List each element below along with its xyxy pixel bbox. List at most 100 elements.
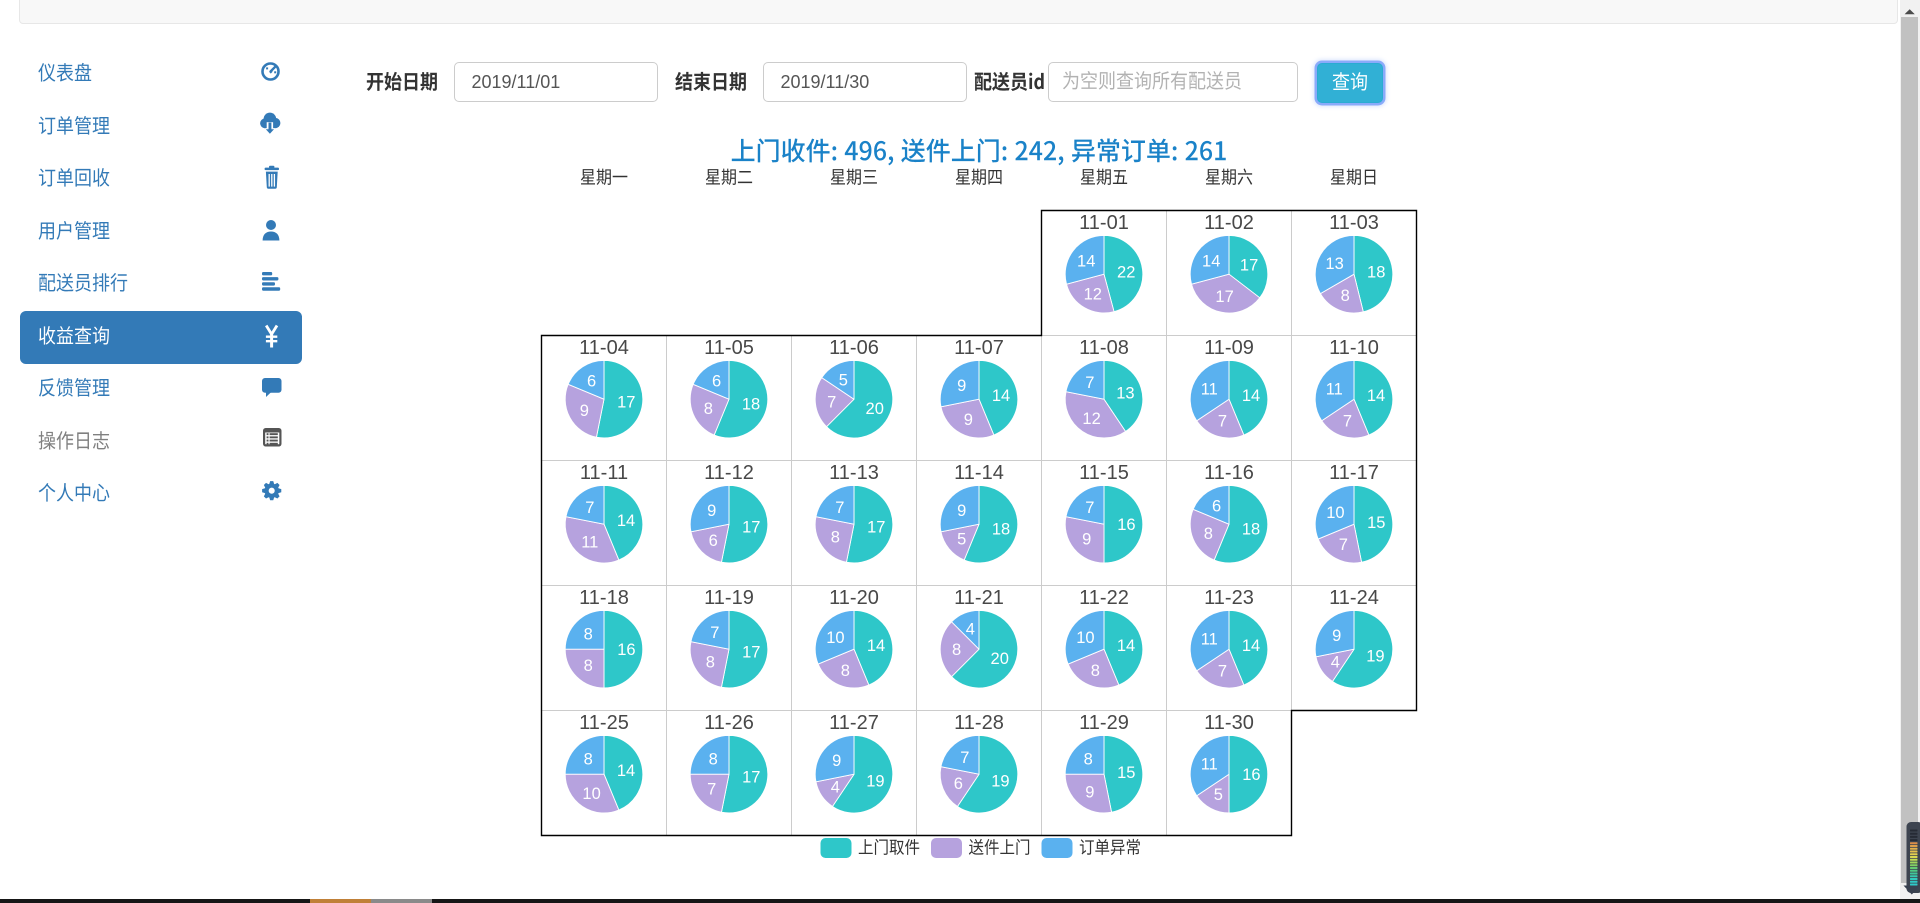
svg-text:8: 8 xyxy=(709,750,718,768)
svg-text:14: 14 xyxy=(617,512,635,530)
svg-text:11-11: 11-11 xyxy=(580,462,628,484)
svg-text:17: 17 xyxy=(742,768,760,786)
svg-text:6: 6 xyxy=(1212,498,1221,516)
svg-text:7: 7 xyxy=(827,393,836,411)
svg-text:6: 6 xyxy=(954,775,963,793)
svg-text:8: 8 xyxy=(841,662,850,680)
svg-text:12: 12 xyxy=(1082,410,1100,428)
svg-text:11-02: 11-02 xyxy=(1204,212,1254,234)
svg-text:6: 6 xyxy=(587,373,596,391)
svg-text:11: 11 xyxy=(1201,756,1218,774)
svg-text:11-25: 11-25 xyxy=(579,712,629,734)
svg-text:17: 17 xyxy=(617,393,635,411)
svg-text:8: 8 xyxy=(1204,525,1213,543)
svg-text:11: 11 xyxy=(1326,381,1343,399)
svg-text:7: 7 xyxy=(707,780,716,798)
svg-text:13: 13 xyxy=(1325,255,1343,273)
svg-text:15: 15 xyxy=(1367,514,1385,532)
svg-text:7: 7 xyxy=(835,499,844,517)
svg-text:10: 10 xyxy=(1326,504,1344,522)
svg-text:15: 15 xyxy=(1117,764,1135,782)
svg-text:14: 14 xyxy=(1077,253,1095,271)
svg-text:14: 14 xyxy=(1202,253,1220,271)
svg-text:17: 17 xyxy=(1215,288,1233,306)
svg-text:7: 7 xyxy=(710,624,719,642)
svg-text:9: 9 xyxy=(1085,784,1094,802)
svg-text:5: 5 xyxy=(1214,786,1223,804)
svg-text:11-22: 11-22 xyxy=(1079,587,1129,609)
svg-text:17: 17 xyxy=(742,518,760,536)
svg-text:11-23: 11-23 xyxy=(1204,587,1254,609)
svg-text:11-12: 11-12 xyxy=(704,462,754,484)
svg-text:14: 14 xyxy=(1242,637,1260,655)
svg-text:14: 14 xyxy=(1117,637,1135,655)
svg-text:11-06: 11-06 xyxy=(829,337,879,359)
svg-text:14: 14 xyxy=(867,637,885,655)
svg-text:5: 5 xyxy=(957,530,966,548)
svg-text:17: 17 xyxy=(1240,256,1258,274)
svg-text:6: 6 xyxy=(712,373,721,391)
svg-text:8: 8 xyxy=(704,400,713,418)
svg-text:11-16: 11-16 xyxy=(1204,462,1254,484)
svg-text:17: 17 xyxy=(742,643,760,661)
svg-text:11: 11 xyxy=(1201,631,1218,649)
svg-text:8: 8 xyxy=(584,657,593,675)
svg-text:4: 4 xyxy=(966,621,975,639)
svg-text:14: 14 xyxy=(1242,387,1260,405)
svg-text:14: 14 xyxy=(1367,387,1385,405)
svg-text:7: 7 xyxy=(1218,413,1227,431)
svg-text:7: 7 xyxy=(1343,413,1352,431)
svg-text:19: 19 xyxy=(866,773,884,791)
svg-text:10: 10 xyxy=(1076,629,1094,647)
svg-text:11-07: 11-07 xyxy=(954,337,1004,359)
svg-text:6: 6 xyxy=(709,532,718,550)
svg-text:11-27: 11-27 xyxy=(829,712,879,734)
svg-text:11-19: 11-19 xyxy=(704,587,754,609)
svg-text:17: 17 xyxy=(867,518,885,536)
svg-text:20: 20 xyxy=(866,400,884,418)
svg-text:8: 8 xyxy=(1091,662,1100,680)
svg-text:7: 7 xyxy=(1339,536,1348,554)
svg-text:10: 10 xyxy=(582,785,600,803)
svg-text:8: 8 xyxy=(706,654,715,672)
svg-text:9: 9 xyxy=(957,377,966,395)
svg-text:11-14: 11-14 xyxy=(954,462,1004,484)
svg-text:11-20: 11-20 xyxy=(829,587,879,609)
svg-text:16: 16 xyxy=(1242,766,1260,784)
svg-text:11: 11 xyxy=(581,534,598,552)
svg-text:7: 7 xyxy=(960,749,969,767)
svg-text:9: 9 xyxy=(1332,627,1341,645)
svg-text:11-15: 11-15 xyxy=(1079,462,1129,484)
svg-text:9: 9 xyxy=(957,502,966,520)
svg-text:7: 7 xyxy=(1085,374,1094,392)
svg-text:13: 13 xyxy=(1116,385,1134,403)
svg-text:18: 18 xyxy=(742,396,760,414)
svg-text:11-21: 11-21 xyxy=(954,587,1004,609)
svg-text:12: 12 xyxy=(1084,286,1102,304)
svg-text:8: 8 xyxy=(1341,287,1350,305)
svg-text:11-10: 11-10 xyxy=(1329,337,1379,359)
svg-text:11-01: 11-01 xyxy=(1079,212,1129,234)
svg-text:9: 9 xyxy=(707,502,716,520)
svg-text:9: 9 xyxy=(832,752,841,770)
svg-text:7: 7 xyxy=(1218,663,1227,681)
svg-text:16: 16 xyxy=(1117,516,1135,534)
svg-text:11-05: 11-05 xyxy=(704,337,754,359)
svg-text:7: 7 xyxy=(585,499,594,517)
svg-text:14: 14 xyxy=(992,387,1010,405)
svg-text:11-28: 11-28 xyxy=(954,712,1004,734)
svg-text:10: 10 xyxy=(826,629,844,647)
svg-text:14: 14 xyxy=(617,762,635,780)
svg-text:19: 19 xyxy=(991,773,1009,791)
svg-text:22: 22 xyxy=(1117,263,1135,281)
svg-text:18: 18 xyxy=(992,521,1010,539)
svg-text:5: 5 xyxy=(839,372,848,390)
svg-text:9: 9 xyxy=(580,402,589,420)
svg-text:18: 18 xyxy=(1367,264,1385,282)
svg-text:11-30: 11-30 xyxy=(1204,712,1254,734)
svg-text:11-09: 11-09 xyxy=(1204,337,1254,359)
svg-text:11-18: 11-18 xyxy=(579,587,629,609)
svg-text:11-17: 11-17 xyxy=(1329,462,1379,484)
svg-text:8: 8 xyxy=(831,529,840,547)
svg-text:18: 18 xyxy=(1242,521,1260,539)
